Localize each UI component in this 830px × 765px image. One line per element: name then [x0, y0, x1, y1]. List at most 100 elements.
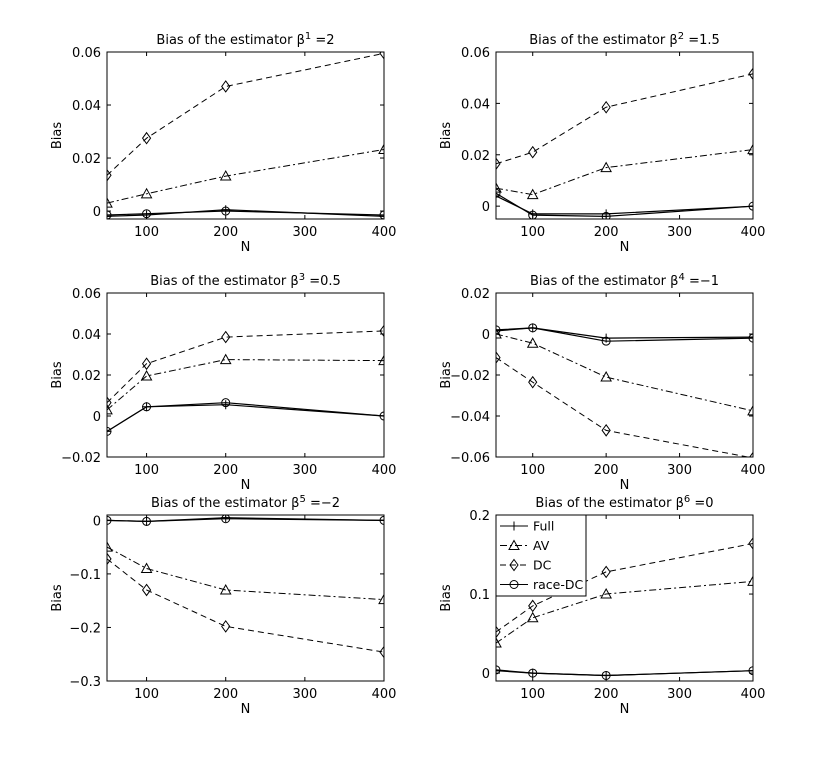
data-point-av-2	[600, 161, 612, 173]
series-line-race-dc-1	[107, 210, 384, 216]
series-line-race-dc-3	[107, 402, 384, 432]
plot-area-6	[496, 537, 753, 680]
data-point-dc-5	[221, 620, 231, 633]
x-tick-label-2: 200	[594, 225, 619, 240]
x-tick-label-2: 300	[667, 225, 692, 240]
data-point-av-5	[140, 562, 153, 574]
chart-panel-2: Bias of the estimator β2 =1.5 100 200 300 40…	[439, 31, 765, 256]
data-point-dc-1	[141, 131, 152, 145]
data-point-av-3	[378, 354, 384, 366]
axes-box-3	[106, 292, 385, 458]
x-tick-label-5: 300	[292, 687, 317, 702]
x-tick-label-1: 200	[213, 225, 238, 240]
y-tick-label-5: 0	[93, 514, 101, 529]
x-tick-label-4: 400	[741, 463, 766, 478]
data-point-dc-5	[141, 583, 152, 597]
legend-label-av: AV	[533, 538, 550, 553]
series-line-dc-2	[496, 73, 753, 165]
chart-title-3: Bias of the estimator β3 =0.5	[150, 272, 341, 290]
chart-title-5: Bias of the estimator β5 =−2	[151, 494, 340, 512]
data-point-dc-5	[379, 645, 384, 659]
legend-marker-full	[509, 521, 519, 531]
data-point-race-dc-1	[379, 210, 384, 219]
data-point-av-5	[378, 593, 384, 605]
series-line-race-dc-6	[496, 669, 753, 677]
data-point-race-dc-3	[142, 402, 152, 412]
y-axis-label-3: Bias	[50, 361, 65, 388]
data-point-race-dc-3	[107, 426, 112, 436]
x-tick-label-3: 400	[372, 463, 397, 478]
data-point-full-1	[379, 211, 384, 219]
data-point-race-dc-2	[748, 201, 753, 211]
data-point-av-5	[219, 583, 232, 595]
data-point-av-1	[107, 197, 113, 208]
y-axis-label-1: Bias	[50, 122, 65, 149]
x-tick-label-3: 300	[292, 463, 317, 478]
chart-panel-1: Bias of the estimator β1 =2 100 200 300 400 0…	[50, 31, 396, 256]
plot-area-5	[107, 515, 384, 659]
legend-label-dc: DC	[533, 558, 552, 573]
y-tick-label-6: 0	[482, 667, 490, 682]
data-point-dc-4	[528, 375, 538, 389]
y-tick-label-6: 0.1	[469, 588, 490, 603]
x-tick-label-1: 400	[372, 225, 397, 240]
x-tick-label-5: 200	[213, 687, 238, 702]
x-tick-label-2: 100	[520, 225, 545, 240]
x-tick-label-2: 400	[741, 225, 766, 240]
x-tick-label-6: 400	[741, 687, 766, 702]
data-point-av-4	[747, 404, 753, 416]
y-axis-label-6: Bias	[439, 584, 454, 611]
x-tick-label-6: 100	[520, 687, 545, 702]
x-tick-label-4: 300	[667, 463, 692, 478]
data-point-race-dc-2	[528, 210, 538, 219]
plot-area-2	[496, 67, 753, 219]
data-point-race-dc-3	[379, 411, 384, 421]
y-tick-label-1: 0.02	[72, 152, 101, 167]
data-point-race-dc-1	[142, 209, 152, 219]
data-point-dc-3	[379, 324, 384, 338]
chart-title-2: Bias of the estimator β2 =1.5	[529, 31, 720, 49]
y-tick-label-4: −0.06	[450, 451, 490, 466]
x-tick-label-5: 100	[134, 687, 159, 702]
data-point-race-dc-1	[221, 206, 231, 216]
y-tick-label-6: 0.2	[469, 509, 490, 524]
data-point-av-3	[107, 403, 113, 415]
x-tick-label-1: 300	[292, 225, 317, 240]
y-tick-label-3: 0.06	[72, 287, 101, 302]
data-point-av-4	[600, 371, 612, 382]
data-point-race-dc-5	[107, 515, 112, 525]
legend-box	[495, 514, 587, 597]
data-point-av-1	[219, 170, 232, 181]
axes-box-5	[106, 514, 385, 682]
data-point-av-6	[600, 588, 612, 599]
plot-area-1	[107, 52, 384, 219]
y-tick-label-1: 0.06	[72, 46, 101, 61]
y-tick-label-3: 0.04	[72, 328, 101, 343]
legend-marker-av	[508, 539, 520, 550]
series-line-race-dc-2	[496, 192, 753, 218]
x-axis-label-1: N	[241, 240, 251, 255]
data-point-race-dc-3	[221, 398, 231, 408]
data-point-race-dc-6	[528, 668, 538, 678]
data-point-dc-2	[601, 100, 611, 114]
data-point-av-5	[107, 541, 113, 552]
y-tick-label-4: −0.04	[450, 410, 490, 425]
series-line-av-6	[496, 580, 753, 644]
data-point-full-5	[221, 515, 231, 523]
data-point-dc-4	[496, 351, 501, 364]
data-point-dc-1	[107, 168, 112, 182]
series-line-av-1	[107, 149, 384, 204]
y-tick-label-4: 0.02	[461, 287, 490, 302]
chart-panel-6: Bias of the estimator β6 =0 100 200 300 400 0…	[439, 494, 765, 718]
data-point-race-dc-5	[221, 515, 231, 524]
series-line-race-dc-4	[496, 327, 753, 342]
axes-box-4	[495, 292, 754, 458]
y-tick-label-2: 0.02	[461, 149, 490, 164]
x-axis-label-6: N	[620, 702, 630, 717]
data-point-dc-2	[748, 67, 753, 81]
data-point-dc-3	[107, 396, 112, 410]
data-point-dc-6	[601, 565, 611, 579]
data-point-dc-2	[496, 157, 501, 171]
data-point-av-6	[496, 637, 502, 648]
chart-panel-3: Bias of the estimator β3 =0.5 100 200 300 40…	[50, 272, 396, 494]
